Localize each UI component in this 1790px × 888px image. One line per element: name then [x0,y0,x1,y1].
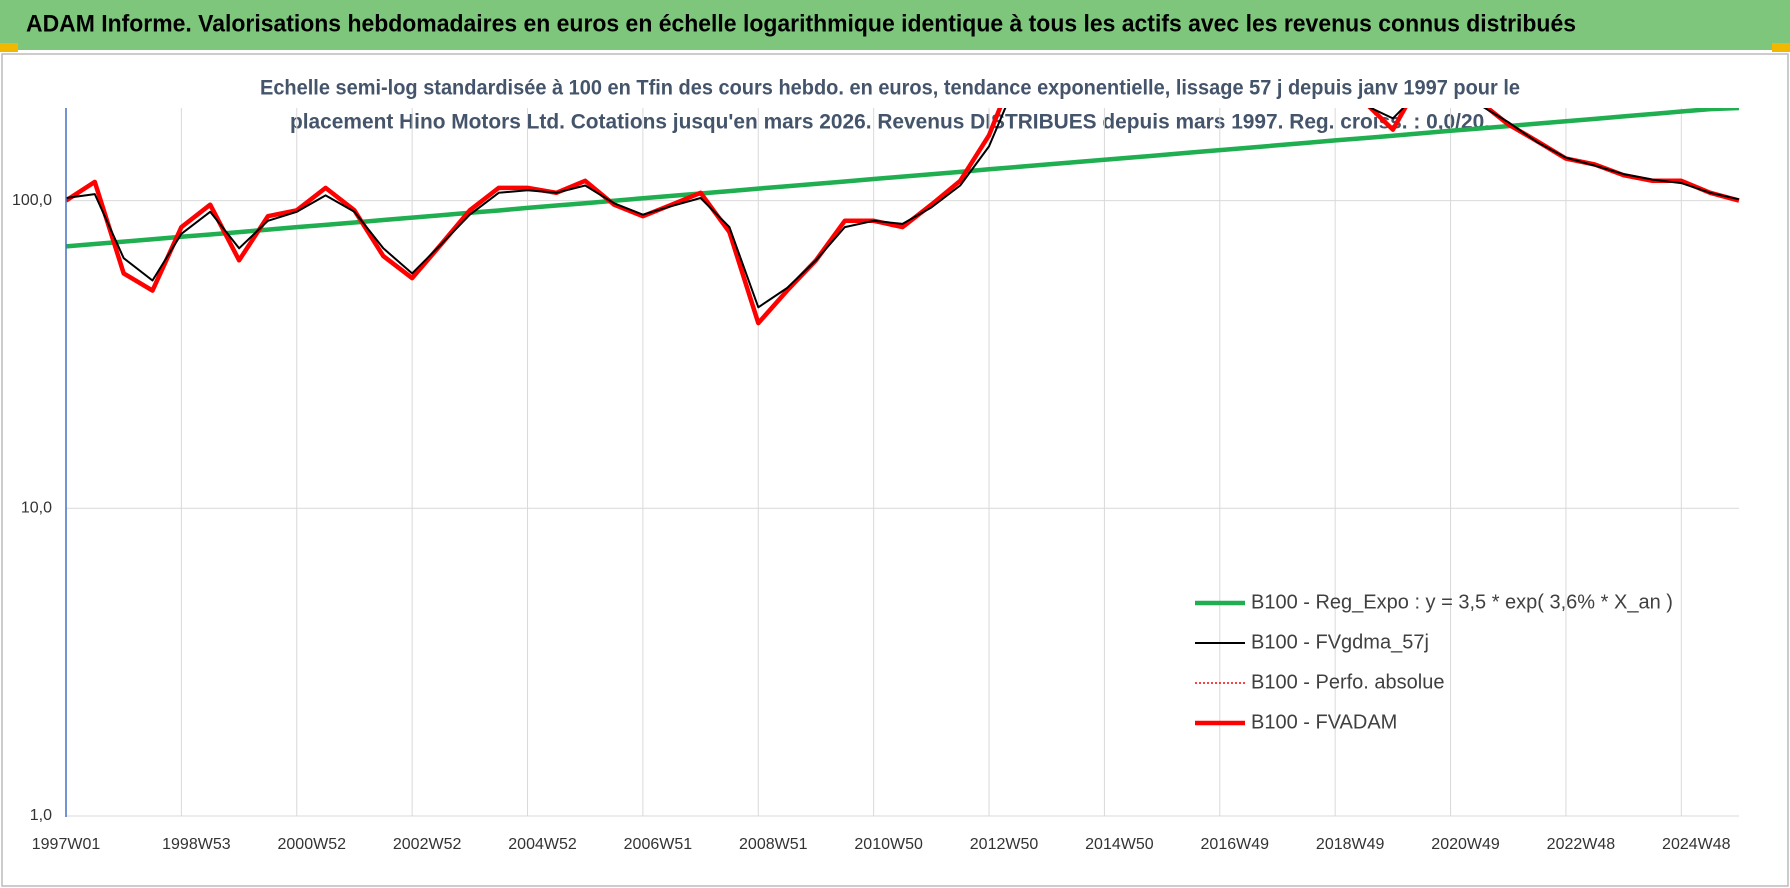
y-tick-label: 1,0 [30,807,52,824]
x-tick-label: 2006W51 [624,836,693,853]
x-tick-label: 2012W50 [970,836,1039,853]
chart-title: ADAM Informe. Valorisations hebdomadaire… [26,10,1576,37]
x-tick-label: 2024W48 [1662,836,1731,853]
y-tick-label: 100,0 [12,192,52,209]
legend-label: B100 - FVADAM [1251,711,1397,733]
x-tick-label: 2002W52 [393,836,462,853]
series-line [66,108,1740,309]
x-tick-label: 2004W52 [508,836,577,853]
chart-subtitle: Echelle semi-log standardisée à 100 en T… [260,77,1520,100]
x-tick-label: 2020W49 [1431,836,1500,853]
legend-label: B100 - Perfo. absolue [1251,671,1444,693]
corner [1772,43,1790,52]
x-tick-label: 2008W51 [739,836,808,853]
legend-label: B100 - FVgdma_57j [1251,631,1429,653]
x-tick-label: 2010W50 [854,836,923,853]
legend: B100 - Reg_Expo : y = 3,5 * exp( 3,6% * … [1195,591,1673,733]
series-line [66,108,1740,324]
grid: 1,0 10,0 100,0 1997W01 1998W53 2000W52 2002W52… [12,108,1739,853]
legend-label: B100 - Reg_Expo : y = 3,5 * exp( 3,6% * … [1251,591,1673,613]
x-tick-label: 2022W48 [1547,836,1616,853]
corner [0,43,18,52]
plot-area [66,108,1740,326]
x-tick-label: 1998W53 [162,836,231,853]
x-tick-label: 2014W50 [1085,836,1154,853]
series-line [66,108,1740,249]
chart-frame [1,53,1789,887]
x-tick-label: 1997W01 [32,836,101,853]
x-tick-label: 2000W52 [278,836,347,853]
x-tick-label: 2018W49 [1316,836,1385,853]
y-tick-label: 10,0 [21,500,52,517]
chart-subtitle: placement Hino Motors Ltd. Cotations jus… [290,111,1490,134]
x-tick-label: 2016W49 [1201,836,1270,853]
header-bar [0,0,1790,50]
